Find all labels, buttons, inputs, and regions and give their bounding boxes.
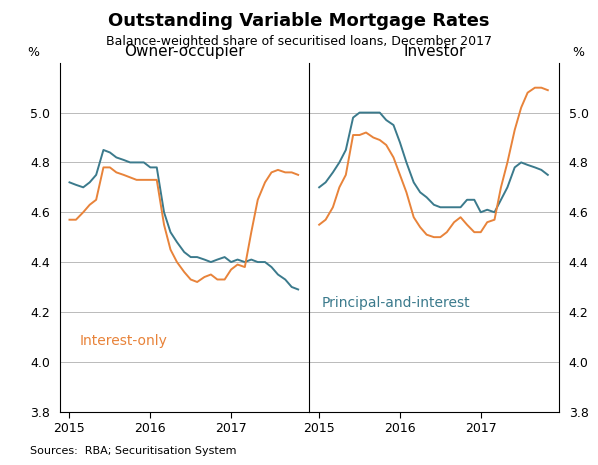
Text: Outstanding Variable Mortgage Rates: Outstanding Variable Mortgage Rates xyxy=(108,12,490,30)
Text: %: % xyxy=(28,46,39,60)
Text: Interest-only: Interest-only xyxy=(80,334,167,348)
Text: Principal-and-interest: Principal-and-interest xyxy=(322,296,471,310)
Text: Investor: Investor xyxy=(403,44,465,60)
Text: %: % xyxy=(572,46,584,60)
Text: Balance-weighted share of securitised loans, December 2017: Balance-weighted share of securitised lo… xyxy=(106,35,492,48)
Text: Owner-occupier: Owner-occupier xyxy=(124,44,245,60)
Text: Sources:  RBA; Securitisation System: Sources: RBA; Securitisation System xyxy=(30,445,236,456)
